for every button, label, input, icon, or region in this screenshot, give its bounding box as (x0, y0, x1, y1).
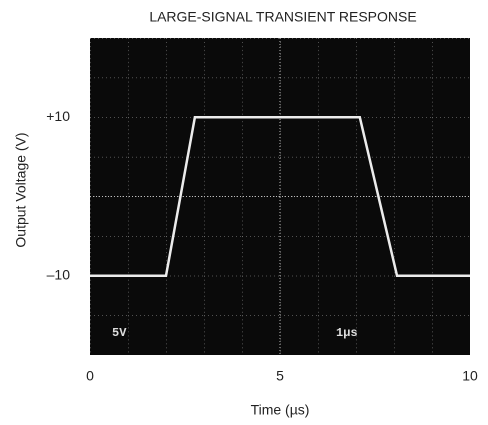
x-axis-label: Time (µs) (251, 402, 310, 418)
y-axis-label: Output Voltage (V) (13, 132, 29, 247)
x-tick-label: 5 (276, 368, 284, 384)
chart-title: LARGE-SIGNAL TRANSIENT RESPONSE (149, 9, 416, 25)
y-tick-label: –10 (47, 266, 71, 282)
trace (90, 116, 470, 277)
x-tick-label: 0 (86, 368, 94, 384)
x-tick-label: 10 (462, 368, 478, 384)
screen-annotation: 1µs (336, 326, 358, 340)
y-tick-label: +10 (46, 108, 70, 124)
screen-annotation: 5V (112, 326, 127, 340)
